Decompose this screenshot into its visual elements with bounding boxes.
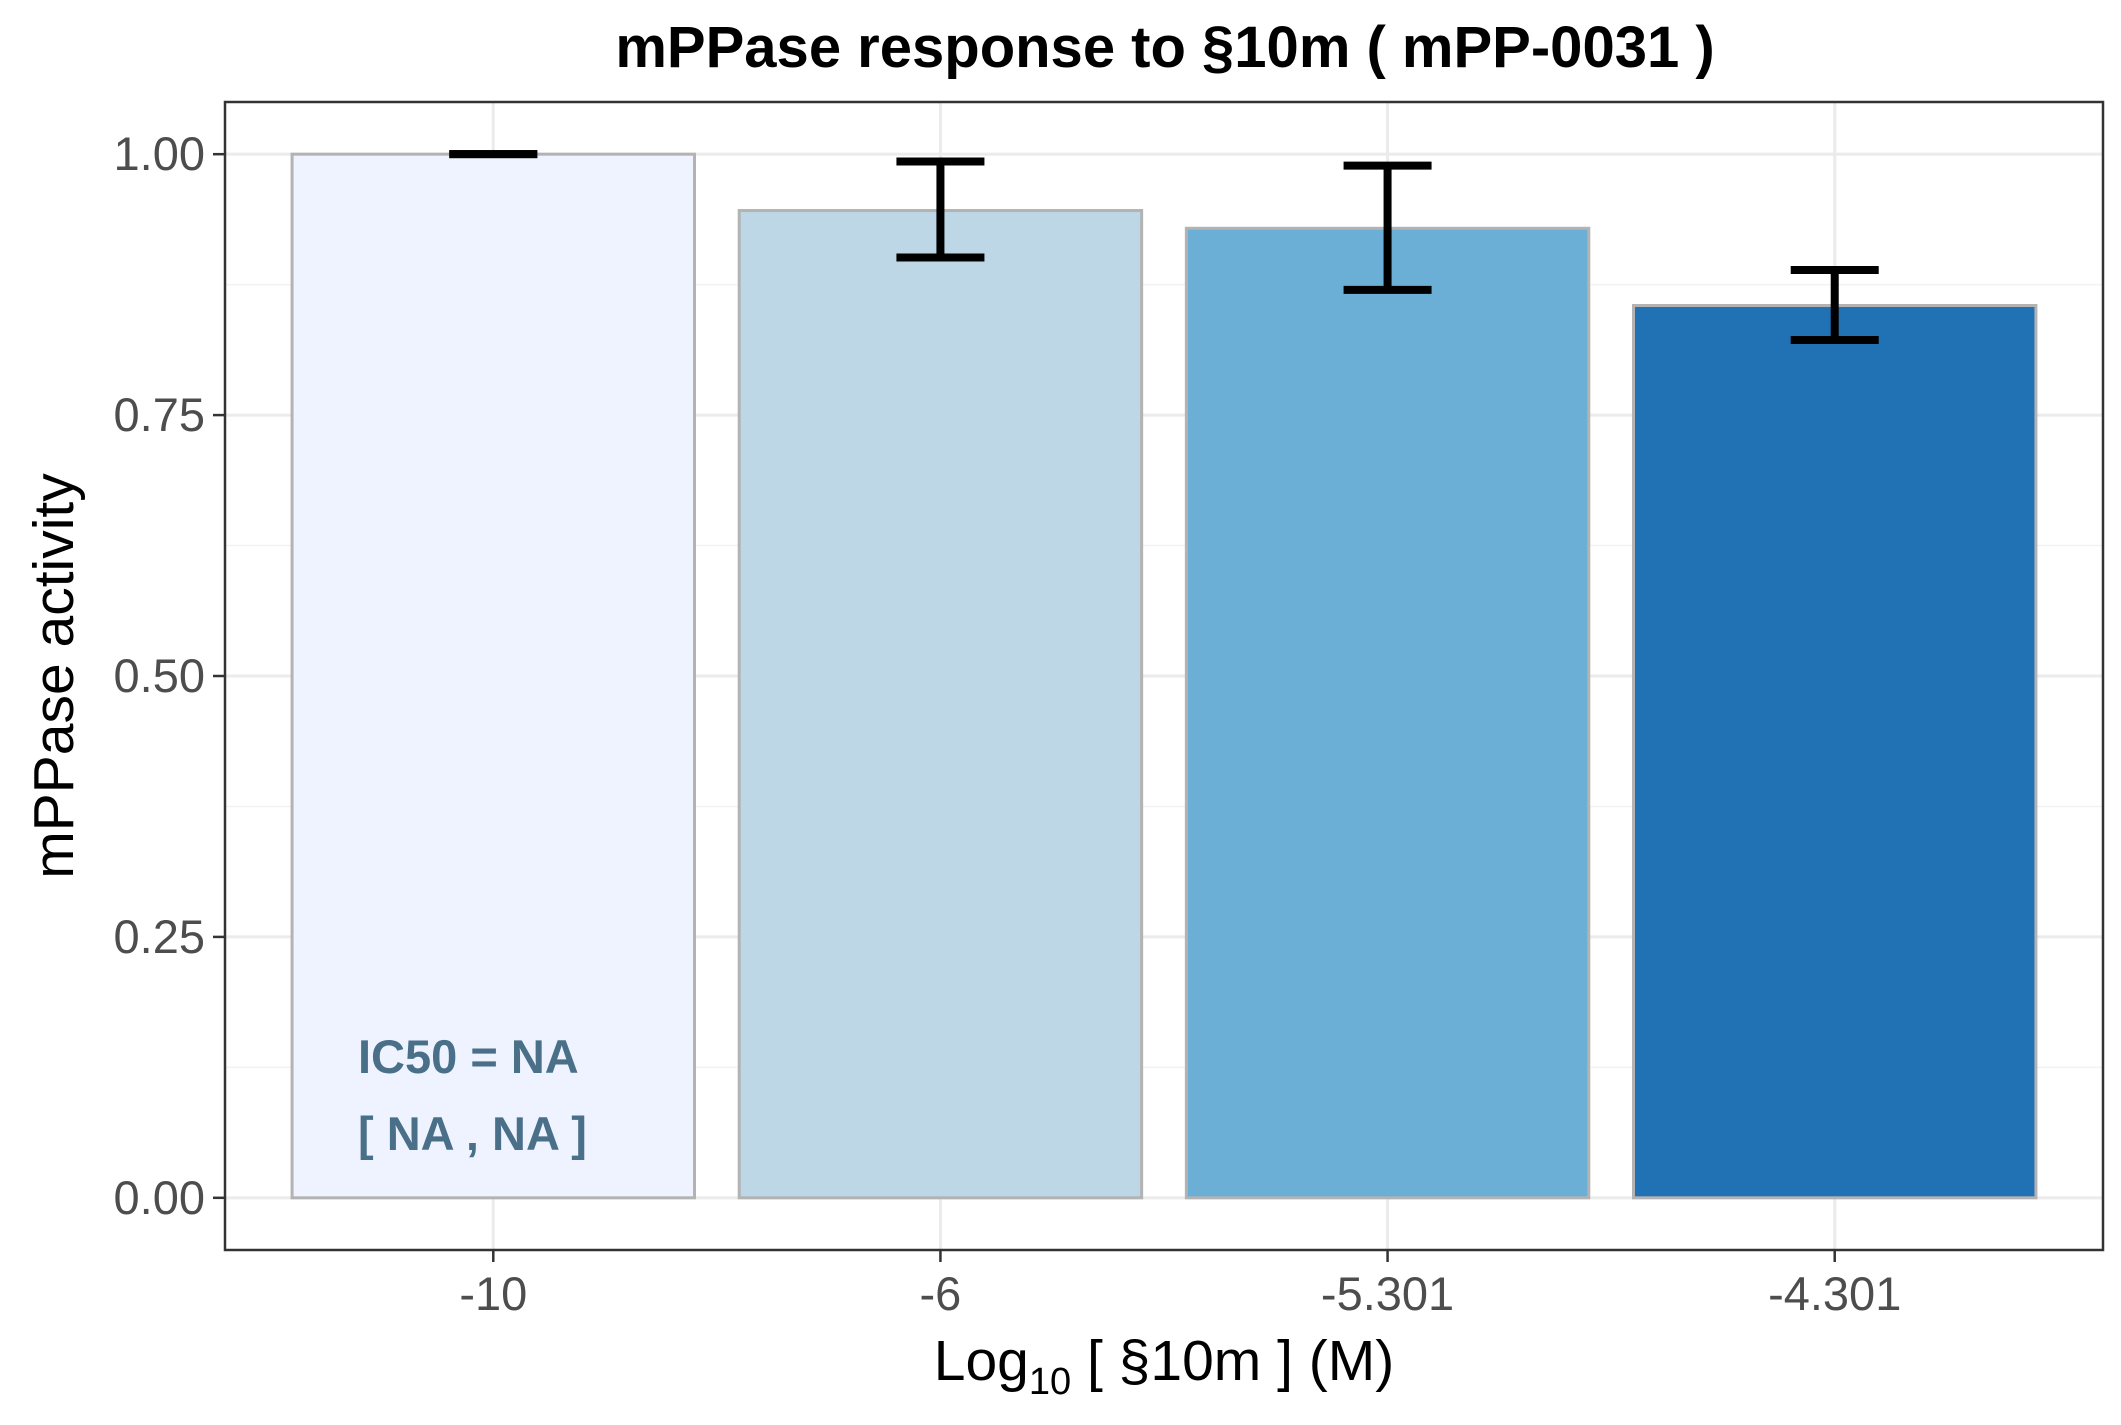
chart-title: mPPase response to §10m ( mPP-0031 ) <box>615 15 1714 80</box>
bar <box>290 152 696 1200</box>
y-tick-label: 0.50 <box>114 649 205 702</box>
ic50-interval-label: [ NA , NA ] <box>358 1107 587 1160</box>
y-tick-label: 0.75 <box>114 388 205 441</box>
x-tick-label: -4.301 <box>1768 1267 1901 1320</box>
bar <box>1184 226 1591 1200</box>
x-axis-title-suffix: [ §10m ] (M) <box>1071 1329 1394 1393</box>
error-bars <box>449 150 1879 344</box>
y-tick-label: 1.00 <box>114 127 205 180</box>
x-axis: -10 -6 -5.301 -4.301 <box>459 1250 1901 1320</box>
bars <box>290 152 2038 1200</box>
bar <box>1632 304 2038 1200</box>
y-tick-label: 0.25 <box>114 910 205 963</box>
x-tick-label: -5.301 <box>1321 1267 1454 1320</box>
bar <box>737 209 1144 1200</box>
x-axis-title-subscript: 10 <box>1029 1361 1071 1403</box>
x-axis-title-prefix: Log <box>934 1329 1029 1393</box>
y-tick-label: 0.00 <box>114 1171 205 1224</box>
y-axis-title: mPPase activity <box>22 473 86 879</box>
ic50-value-label: IC50 = NA <box>358 1030 579 1083</box>
x-tick-label: -6 <box>920 1267 962 1320</box>
y-axis: 0.00 0.25 0.50 0.75 1.00 <box>114 127 225 1224</box>
x-axis-title: Log10 [ §10m ] (M) <box>934 1329 1394 1403</box>
ic50-annotation: IC50 = NA [ NA , NA ] <box>358 1030 587 1160</box>
x-tick-label: -10 <box>459 1267 527 1320</box>
